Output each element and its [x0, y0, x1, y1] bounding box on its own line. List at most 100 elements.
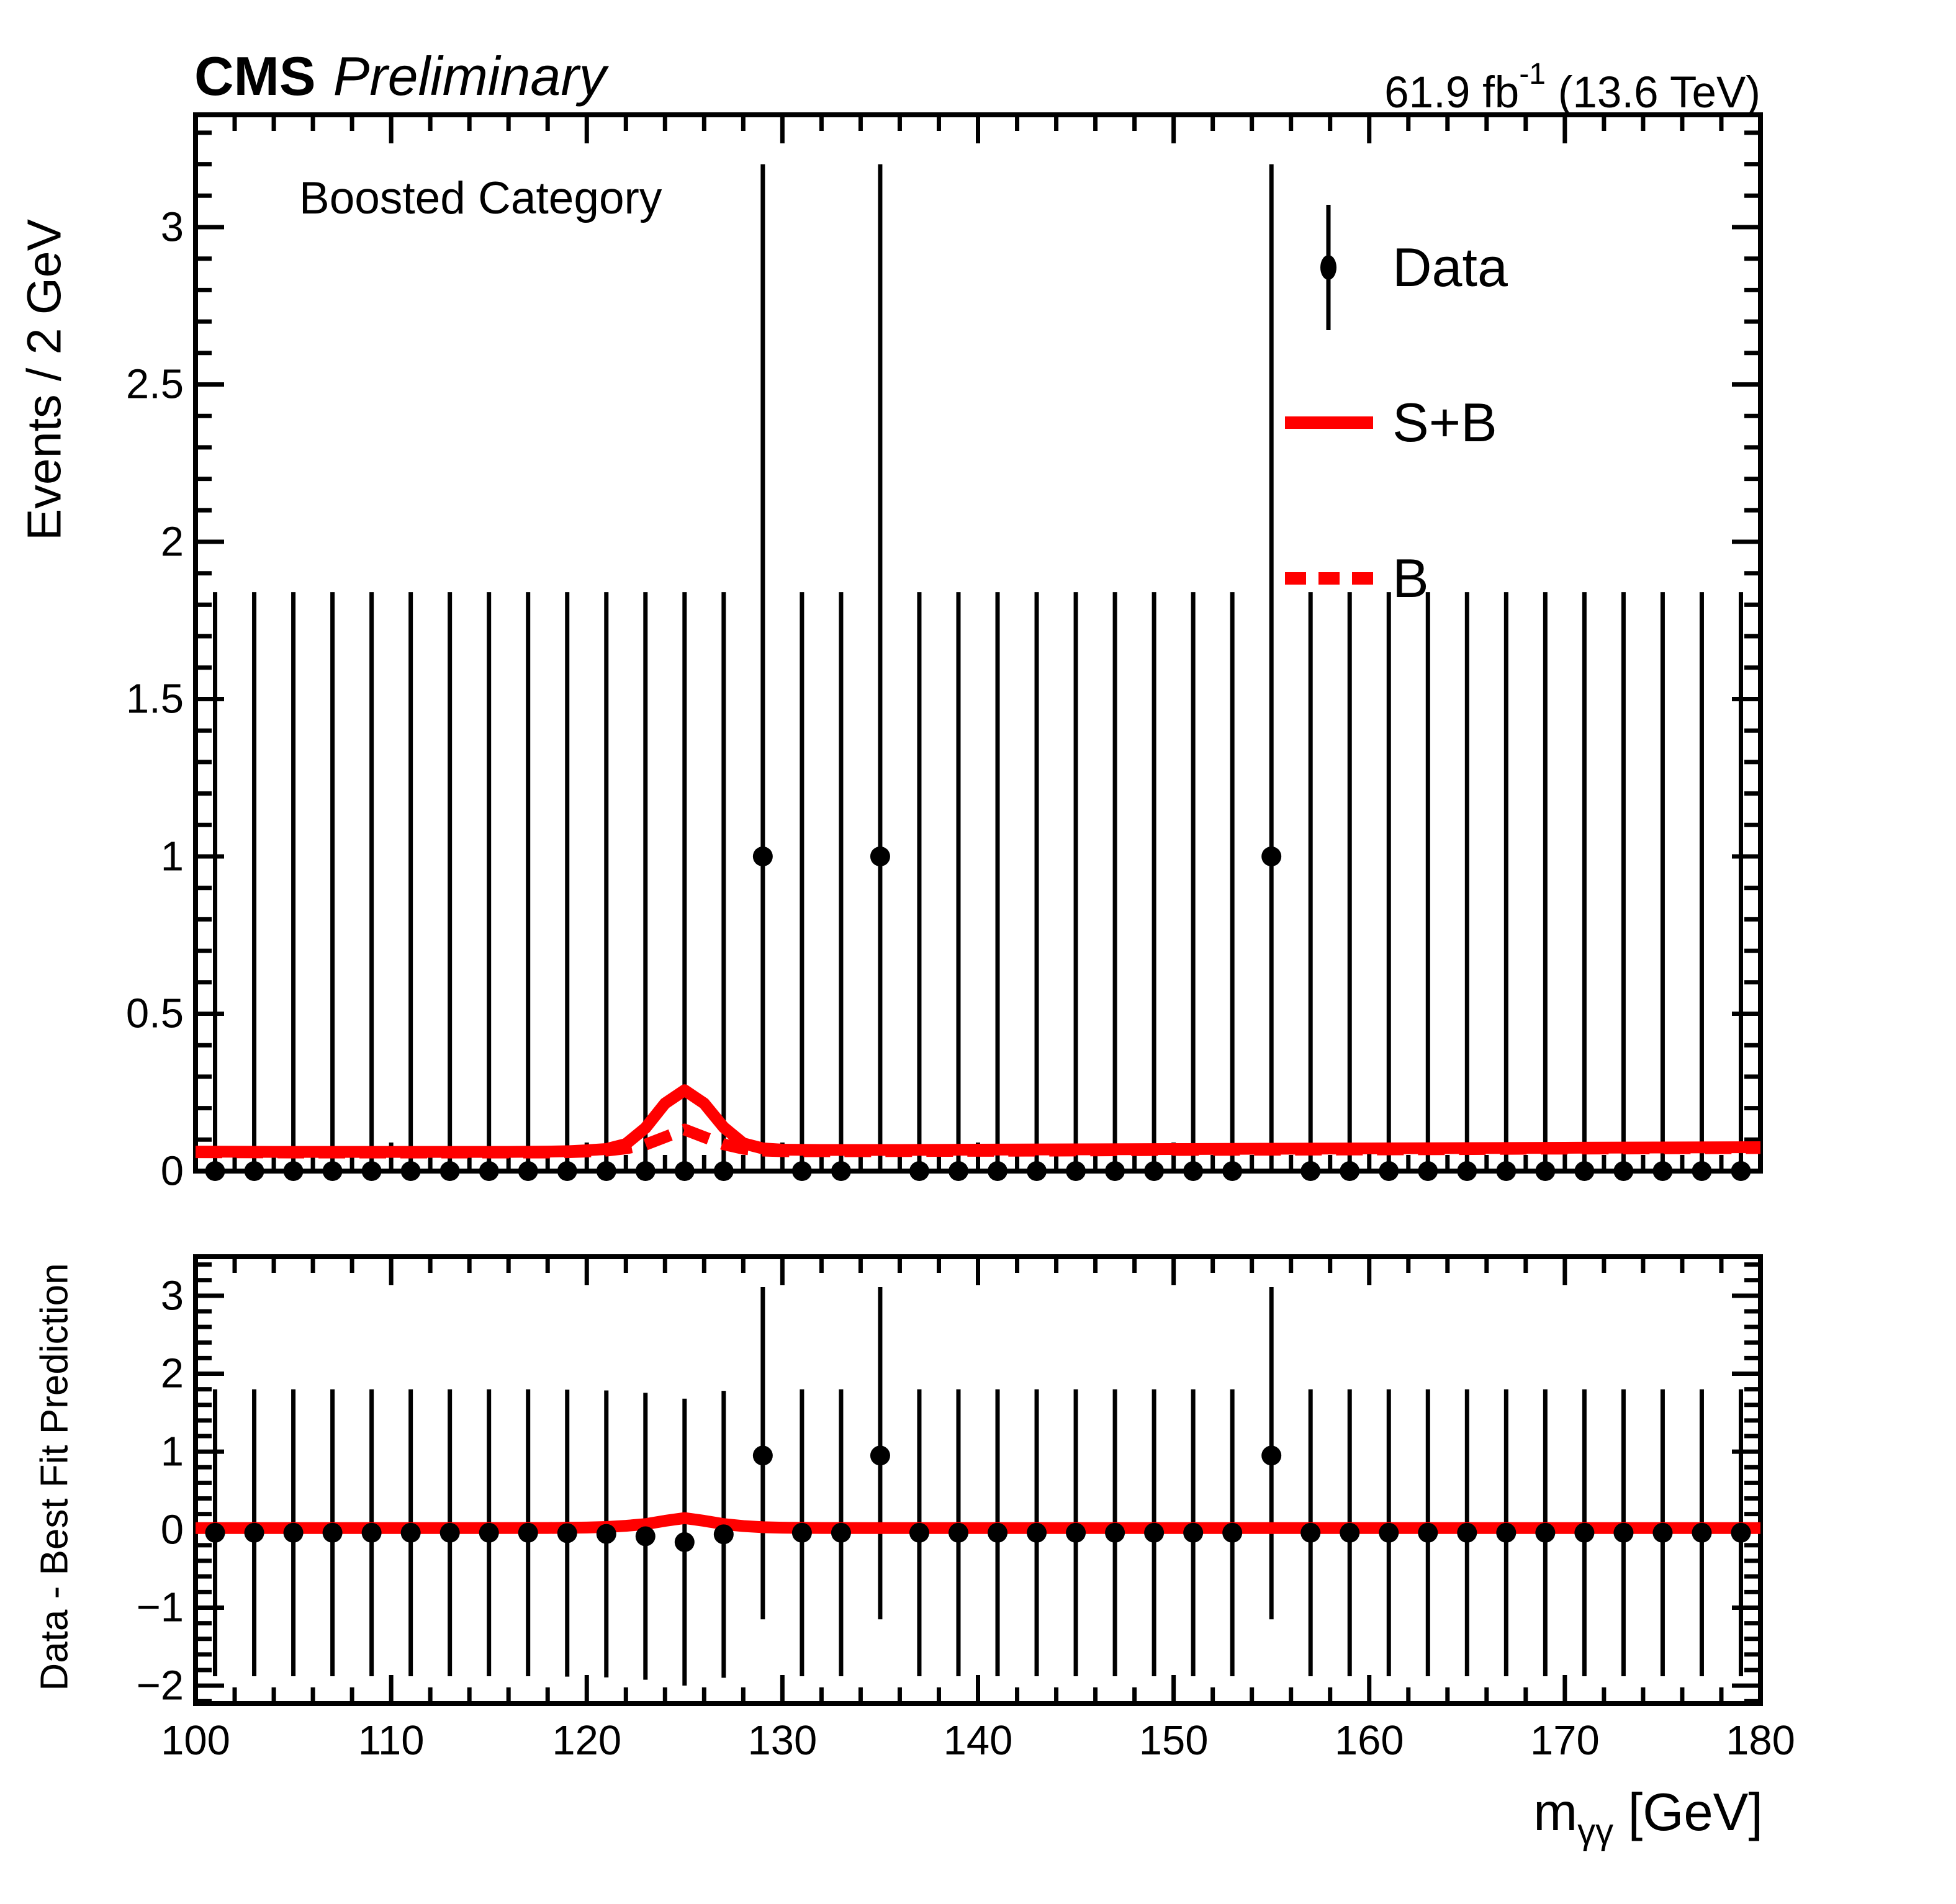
data-point	[1183, 1161, 1204, 1181]
main-ytick-2: 2	[160, 518, 184, 565]
data-point	[596, 1161, 616, 1181]
residual-point	[1692, 1522, 1712, 1543]
lumi-energy-text: 61.9 fb-1 (13.6 TeV)	[1140, 57, 1760, 118]
axis-ticks	[193, 115, 1763, 1704]
xtick-170: 170	[1530, 1717, 1600, 1764]
data-point	[1300, 1161, 1321, 1181]
data-point	[557, 1161, 577, 1181]
residual-point	[635, 1526, 656, 1547]
xtick-110: 110	[358, 1717, 425, 1764]
legend-label-data: Data	[1392, 236, 1508, 298]
xtick-160: 160	[1334, 1717, 1404, 1764]
xtick-140: 140	[943, 1717, 1013, 1764]
main-fit-curves	[195, 1084, 1761, 1159]
residual-point	[400, 1522, 421, 1543]
data-point	[439, 1161, 460, 1181]
residual-point	[909, 1522, 929, 1543]
residual-point	[948, 1522, 968, 1543]
category-label: Boosted Category	[299, 173, 662, 223]
ratio-ytick-0: 0	[160, 1506, 184, 1553]
residual-point	[596, 1524, 616, 1544]
data-point	[283, 1161, 304, 1181]
ratio-fit-line	[196, 1512, 1760, 1534]
residual-point	[1183, 1522, 1204, 1543]
legend-markers	[1285, 205, 1373, 585]
data-point	[1613, 1161, 1634, 1181]
residual-point	[1144, 1522, 1165, 1543]
residual-point	[1027, 1522, 1047, 1543]
data-point	[635, 1161, 656, 1181]
data-point	[361, 1161, 382, 1181]
residual-point	[1457, 1522, 1477, 1543]
residual-point	[791, 1522, 812, 1543]
residual-point	[831, 1522, 851, 1543]
data-point	[713, 1161, 734, 1181]
residual-point	[1535, 1522, 1556, 1543]
ratio-ytick-−1: −1	[136, 1584, 184, 1631]
residual-point	[1496, 1522, 1517, 1543]
residual-point	[283, 1522, 304, 1543]
residual-point	[674, 1532, 695, 1552]
xtick-150: 150	[1138, 1717, 1209, 1764]
main-panel-frame	[193, 112, 1763, 1174]
residual-point	[1574, 1522, 1595, 1543]
residual-point	[1731, 1522, 1751, 1543]
ratio-error-bars	[213, 1287, 1743, 1686]
ratio-ytick-−2: −2	[136, 1662, 184, 1709]
ratio-data-points	[205, 1445, 1751, 1552]
preliminary-text: Preliminary	[333, 45, 606, 107]
xtick-100: 100	[161, 1717, 230, 1764]
xtick-130: 130	[747, 1717, 818, 1764]
data-point	[244, 1161, 264, 1181]
xtick-180: 180	[1726, 1717, 1795, 1764]
residual-point	[1340, 1522, 1360, 1543]
x-axis-title: mγγ [GeV]	[1179, 1782, 1763, 1852]
data-point	[1222, 1161, 1243, 1181]
main-data-points	[205, 846, 1751, 1181]
residual-point	[1222, 1522, 1243, 1543]
ratio-panel-frame	[193, 1254, 1763, 1706]
main-ytick-3: 3	[160, 204, 184, 251]
ratio-fit	[196, 1512, 1760, 1534]
data-point	[1418, 1161, 1438, 1181]
ratio-ytick-2: 2	[160, 1350, 184, 1397]
residual-point	[205, 1522, 225, 1543]
legend-label-splusb: S+B	[1392, 392, 1497, 453]
data-point	[674, 1161, 695, 1181]
data-point	[1652, 1161, 1673, 1181]
residual-point	[1066, 1522, 1086, 1543]
residual-point	[870, 1445, 890, 1466]
energy-value: (13.6 TeV)	[1546, 68, 1760, 117]
lumi-value: 61.9 fb	[1384, 68, 1520, 117]
residual-point	[752, 1445, 773, 1466]
x-title-m: m	[1533, 1783, 1578, 1842]
data-point	[988, 1161, 1008, 1181]
data-point	[518, 1161, 538, 1181]
ratio-ytick-3: 3	[160, 1272, 184, 1319]
panel-frames	[193, 112, 1763, 1706]
xtick-120: 120	[552, 1717, 622, 1764]
data-point	[1261, 846, 1282, 866]
data-point	[1027, 1161, 1047, 1181]
data-point	[1105, 1161, 1125, 1181]
header-left: CMS Preliminary	[194, 45, 606, 108]
data-point	[400, 1161, 421, 1181]
residual-point	[1652, 1522, 1673, 1543]
residual-point	[713, 1524, 734, 1545]
main-ytick-0.5: 0.5	[125, 990, 184, 1037]
data-point	[479, 1161, 499, 1181]
data-point	[322, 1161, 343, 1181]
signal-plus-background-curve	[195, 1084, 1761, 1158]
data-point	[1144, 1161, 1165, 1181]
residual-point	[1379, 1522, 1399, 1543]
residual-point	[1105, 1522, 1125, 1543]
data-point	[1731, 1161, 1751, 1181]
data-point	[1457, 1161, 1477, 1181]
data-point	[1496, 1161, 1517, 1181]
cms-logo-text: CMS	[194, 45, 316, 107]
legend-label-b: B	[1392, 547, 1429, 609]
main-ytick-2.5: 2.5	[125, 361, 184, 408]
data-point	[1692, 1161, 1712, 1181]
